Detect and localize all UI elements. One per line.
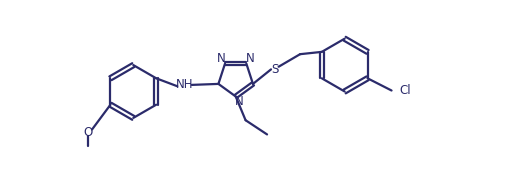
Text: Cl: Cl bbox=[400, 84, 411, 97]
Text: O: O bbox=[83, 126, 92, 139]
Text: N: N bbox=[217, 53, 225, 66]
Text: NH: NH bbox=[176, 78, 193, 91]
Text: N: N bbox=[235, 95, 243, 108]
Text: N: N bbox=[246, 53, 254, 66]
Text: S: S bbox=[272, 63, 279, 76]
